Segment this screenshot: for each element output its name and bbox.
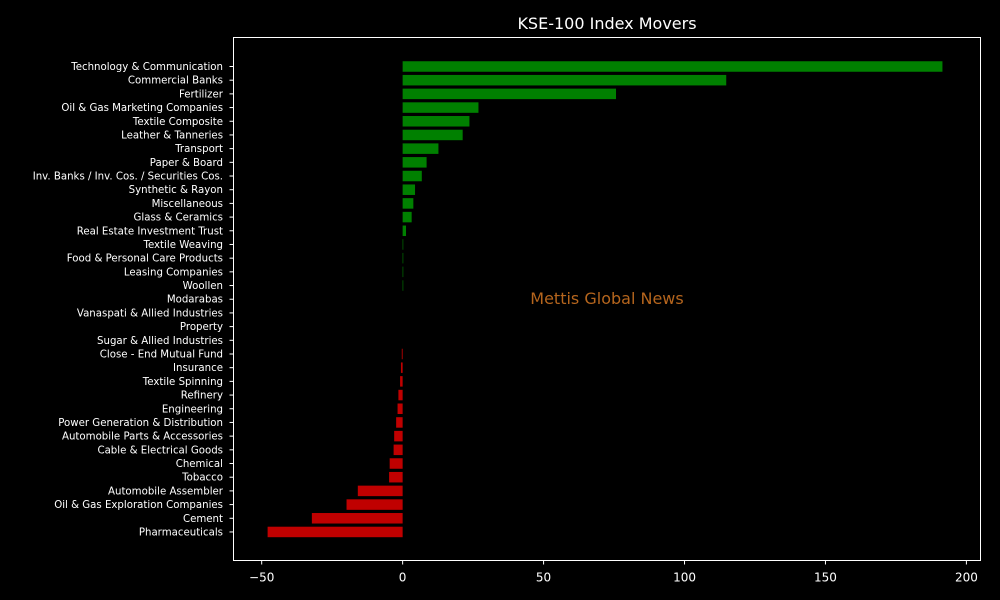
y-tick-label: Synthetic & Rayon	[129, 185, 223, 196]
bar-textile-composite	[402, 116, 470, 127]
x-tick-label: 0	[399, 571, 407, 585]
bars-group	[267, 61, 943, 538]
bar-inv-banks-inv-cos-securities-cos	[402, 170, 422, 182]
y-tick-label: Textile Spinning	[142, 377, 223, 388]
bar-automobile-assembler	[357, 485, 403, 497]
bar-textile-weaving	[402, 239, 404, 250]
bar-insurance	[400, 362, 403, 373]
bar-woollen	[402, 280, 404, 291]
bar-close-end-mutual-fund	[401, 348, 403, 360]
y-tick-label: Paper & Board	[150, 158, 223, 169]
y-tick-label: Oil & Gas Exploration Companies	[54, 500, 223, 511]
y-tick-label: Oil & Gas Marketing Companies	[61, 103, 223, 114]
bar-automobile-parts-accessories	[394, 430, 403, 442]
y-tick-label: Refinery	[181, 391, 223, 402]
y-tick-label: Vanaspati & Allied Industries	[77, 308, 223, 319]
bar-engineering	[397, 403, 403, 414]
y-axis-tick-labels: Technology & Communication Commercial Ban…	[33, 62, 234, 538]
y-tick-label: Commercial Banks	[128, 76, 223, 87]
bar-cement	[311, 513, 403, 524]
y-tick-label: Woollen	[183, 281, 223, 292]
y-tick-label: Real Estate Investment Trust	[77, 226, 223, 237]
y-tick-label: Food & Personal Care Products	[67, 254, 223, 265]
y-tick-label: Insurance	[173, 363, 223, 374]
bar-refinery	[398, 389, 403, 401]
bar-glass-ceramics	[402, 211, 412, 223]
x-tick-label: −50	[249, 571, 274, 585]
y-tick-label: Textile Weaving	[142, 240, 223, 251]
x-tick-label: 50	[536, 571, 551, 585]
bar-chemical	[389, 458, 403, 469]
y-tick-label: Cement	[183, 514, 223, 525]
bar-synthetic-rayon	[402, 184, 416, 195]
bar-pharmaceuticals	[267, 526, 403, 538]
y-tick-label: Technology & Communication	[70, 62, 223, 73]
chart-title: KSE-100 Index Movers	[517, 14, 696, 33]
bar-transport	[402, 143, 439, 154]
bar-commercial-banks	[402, 74, 727, 86]
y-tick-label: Leather & Tanneries	[121, 130, 223, 141]
y-tick-label: Pharmaceuticals	[139, 527, 223, 538]
x-tick-label: 150	[814, 571, 837, 585]
x-axis-ticks: −50 0 50 100 150 200	[249, 560, 978, 585]
y-tick-label: Sugar & Allied Industries	[97, 336, 223, 347]
bar-food-personal-care-products	[402, 252, 404, 264]
x-tick-label: 200	[955, 571, 978, 585]
y-tick-label: Miscellaneous	[152, 199, 223, 210]
y-tick-label: Inv. Banks / Inv. Cos. / Securities Cos.	[33, 172, 223, 183]
bar-textile-spinning	[400, 376, 403, 387]
bar-tobacco	[389, 471, 403, 483]
x-tick-label: 100	[673, 571, 696, 585]
bar-fertilizer	[402, 88, 617, 100]
y-tick-label: Automobile Assembler	[108, 486, 224, 497]
bar-miscellaneous	[402, 198, 414, 209]
y-tick-label: Tobacco	[181, 473, 223, 484]
bar-paper-board	[402, 157, 427, 168]
y-tick-label: Cable & Electrical Goods	[97, 445, 223, 456]
bar-cable-electrical-goods	[393, 444, 403, 456]
y-tick-label: Leasing Companies	[124, 267, 223, 278]
bar-real-estate-investment-trust	[402, 225, 407, 237]
y-tick-label: Property	[180, 322, 223, 333]
y-tick-label: Automobile Parts & Accessories	[62, 432, 223, 443]
bar-oil-gas-marketing-companies	[402, 102, 479, 113]
y-tick-label: Engineering	[162, 404, 223, 415]
bar-leather-tanneries	[402, 129, 463, 141]
bar-power-generation-distribution	[396, 417, 403, 428]
y-tick-label: Modarabas	[167, 295, 223, 306]
bar-oil-gas-exploration-companies	[346, 499, 403, 510]
y-tick-label: Power Generation & Distribution	[58, 418, 223, 429]
y-tick-label: Fertilizer	[179, 89, 224, 100]
bar-technology-communication	[402, 61, 943, 72]
watermark-text: Mettis Global News	[530, 289, 683, 308]
y-tick-label: Textile Composite	[132, 117, 223, 128]
y-tick-label: Transport	[174, 144, 223, 155]
y-tick-label: Glass & Ceramics	[134, 213, 223, 224]
y-tick-label: Close - End Mutual Fund	[100, 349, 223, 360]
y-tick-label: Chemical	[176, 459, 223, 470]
bar-leasing-companies	[402, 266, 404, 278]
